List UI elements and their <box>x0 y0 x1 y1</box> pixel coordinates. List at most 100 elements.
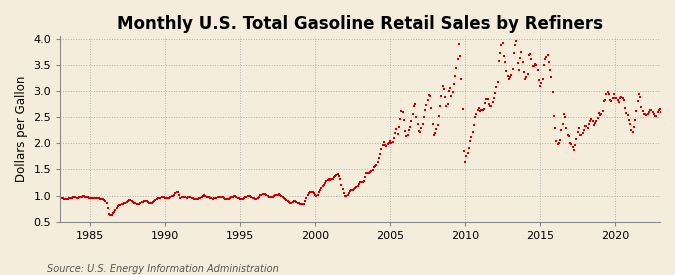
Point <box>652 110 663 115</box>
Point <box>364 171 375 175</box>
Point <box>330 174 341 178</box>
Point <box>155 196 165 200</box>
Point <box>71 196 82 200</box>
Point <box>512 61 523 65</box>
Point <box>670 132 675 136</box>
Point <box>541 54 551 59</box>
Point <box>561 126 572 130</box>
Point <box>612 97 623 102</box>
Point <box>350 186 360 190</box>
Point <box>597 108 608 113</box>
Point <box>111 206 122 211</box>
Point <box>674 96 675 101</box>
Point <box>389 130 400 135</box>
Point <box>551 139 562 143</box>
Point <box>86 196 97 200</box>
Point <box>297 202 308 207</box>
Point <box>498 54 509 58</box>
Point <box>603 92 614 96</box>
Point <box>661 153 672 158</box>
Point <box>618 98 629 102</box>
Point <box>213 195 224 199</box>
Point <box>175 196 186 200</box>
Point <box>325 178 335 183</box>
Point <box>91 196 102 200</box>
Point <box>381 144 392 148</box>
Point <box>454 42 464 46</box>
Point <box>150 198 161 202</box>
Point <box>346 188 357 193</box>
Point <box>329 175 340 179</box>
Point <box>382 142 393 146</box>
Point <box>295 202 306 206</box>
Point <box>348 187 359 191</box>
Point <box>659 148 670 152</box>
Point <box>473 106 484 111</box>
Point <box>615 95 626 100</box>
Point <box>92 196 103 200</box>
Point <box>142 200 153 204</box>
Point <box>72 196 83 200</box>
Point <box>116 202 127 207</box>
Point <box>88 196 99 200</box>
Point <box>605 98 616 103</box>
Point <box>248 196 259 200</box>
Point <box>376 146 387 151</box>
Point <box>506 73 517 78</box>
Point <box>202 195 213 199</box>
Point <box>97 197 108 202</box>
Point <box>347 188 358 192</box>
Point <box>439 87 450 91</box>
Point <box>166 194 177 199</box>
Point <box>585 119 595 123</box>
Point <box>435 104 446 108</box>
Point <box>404 127 414 132</box>
Point <box>163 196 173 200</box>
Point <box>286 200 297 205</box>
Point <box>160 196 171 200</box>
Point <box>65 196 76 200</box>
Point <box>439 95 450 99</box>
Point <box>211 196 222 200</box>
Point <box>414 130 425 134</box>
Point <box>219 196 230 200</box>
Point <box>458 149 469 153</box>
Point <box>526 56 537 61</box>
Point <box>370 164 381 168</box>
Point <box>520 77 531 81</box>
Point <box>672 120 675 125</box>
Point <box>322 178 333 182</box>
Point <box>226 195 237 200</box>
Point <box>389 136 400 140</box>
Point <box>592 116 603 120</box>
Point <box>245 194 256 199</box>
Point <box>430 131 441 135</box>
Point <box>351 185 362 189</box>
Point <box>369 165 379 169</box>
Point <box>418 115 429 119</box>
Point <box>462 151 473 155</box>
Point <box>489 96 500 101</box>
Point <box>420 108 431 112</box>
Point <box>590 121 601 126</box>
Point <box>621 111 632 115</box>
Point <box>101 201 112 205</box>
Point <box>157 195 168 199</box>
Point <box>115 203 126 207</box>
Point <box>141 199 152 203</box>
Point <box>630 118 641 122</box>
Point <box>305 190 316 194</box>
Point <box>500 60 510 65</box>
Point <box>216 195 227 199</box>
Point <box>451 65 462 70</box>
Point <box>624 118 634 122</box>
Point <box>146 200 157 205</box>
Point <box>188 197 199 201</box>
Point <box>636 104 647 109</box>
Point <box>372 160 383 165</box>
Point <box>291 200 302 204</box>
Point <box>385 139 396 143</box>
Point <box>140 199 151 203</box>
Point <box>213 195 223 199</box>
Point <box>445 86 456 90</box>
